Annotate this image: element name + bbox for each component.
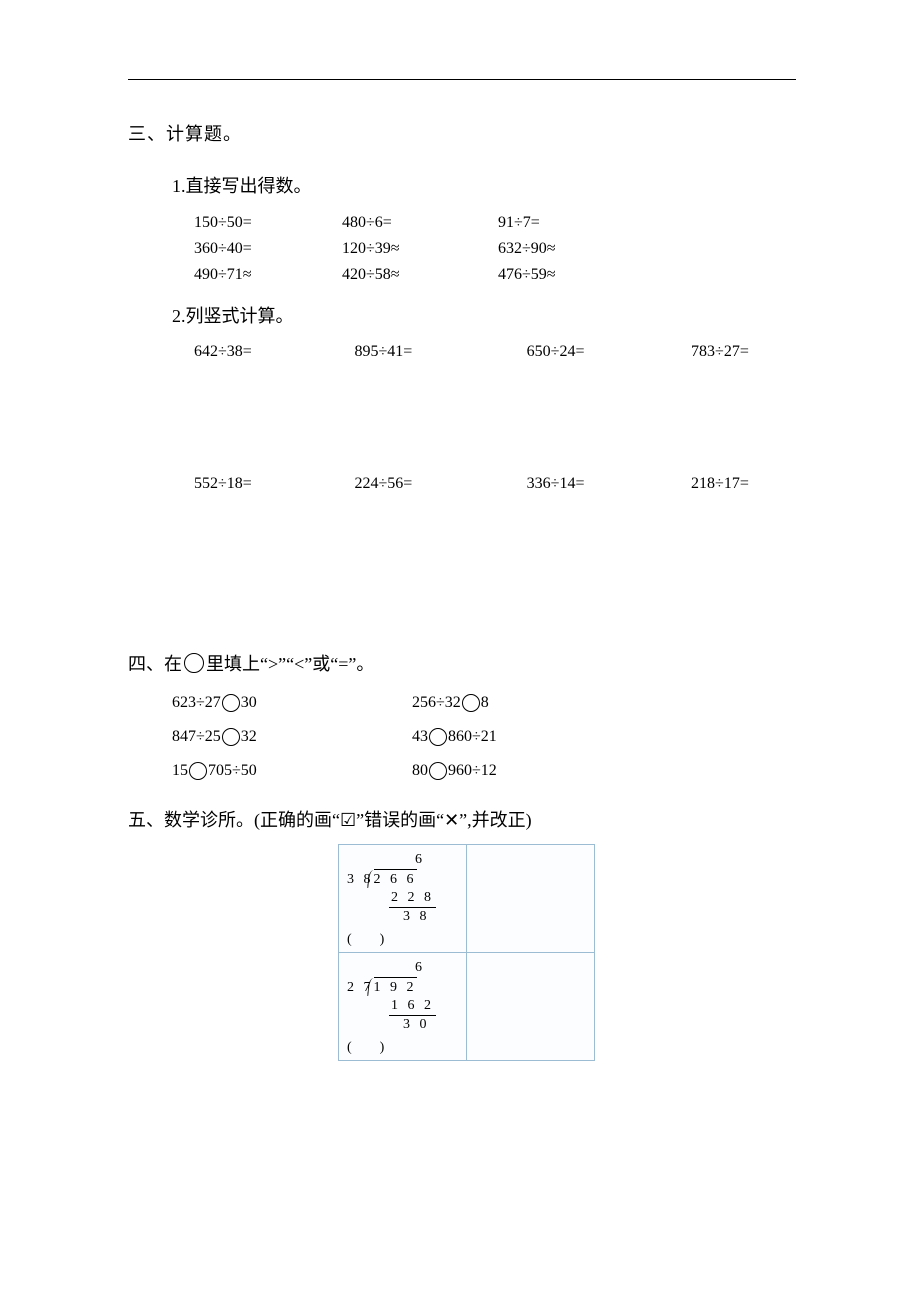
problem: 336÷14= [527, 472, 691, 496]
answer-paren: ( ) [347, 928, 458, 948]
quotient: 6 [415, 851, 458, 869]
section5-title: 五、数学诊所。(正确的画“☑”错误的画“✕”,并改正) [128, 806, 828, 832]
right: 960÷12 [448, 754, 497, 788]
dividend: 2 6 6 [374, 869, 417, 889]
table-row: 6 2 71 9 2 1 6 2 3 0 ( ) [339, 953, 595, 1061]
long-division: 6 2 71 9 2 1 6 2 3 0 [347, 959, 458, 1034]
long-division: 6 3 82 6 6 2 2 8 3 8 [347, 851, 458, 926]
row: 150÷50= 480÷6= 91÷7= [194, 210, 828, 236]
problem: 120÷39≈ [342, 236, 498, 262]
answer-paren: ( ) [347, 1036, 458, 1056]
left: 847÷25 [172, 720, 221, 754]
section4: 四、在 里填上“>”“<”或“=”。 623÷27 30 256÷32 8 8 [128, 650, 828, 788]
circle-icon [189, 762, 207, 780]
circle-icon [222, 728, 240, 746]
row: 360÷40= 120÷39≈ 632÷90≈ [194, 236, 828, 262]
row: 642÷38= 895÷41= 650÷24= 783÷27= [194, 340, 828, 364]
compare-item: 80 960÷12 [412, 754, 652, 788]
row: 490÷71≈ 420÷58≈ 476÷59≈ [194, 262, 828, 288]
correction-cell [467, 953, 595, 1061]
right: 860÷21 [448, 720, 497, 754]
correction-cell [467, 845, 595, 953]
problem: 218÷17= [691, 472, 828, 496]
dividend: 1 9 2 [374, 977, 417, 997]
mental-math-grid: 150÷50= 480÷6= 91÷7= 360÷40= 120÷39≈ 632… [194, 210, 828, 288]
problem: 783÷27= [691, 340, 828, 364]
problem: 642÷38= [194, 340, 354, 364]
problem: 480÷6= [342, 210, 498, 236]
problem: 650÷24= [527, 340, 691, 364]
problem: 490÷71≈ [194, 262, 342, 288]
right: 32 [241, 720, 257, 754]
diagnosis-table: 6 3 82 6 6 2 2 8 3 8 ( ) 6 2 71 9 2 [338, 844, 595, 1061]
table-row: 6 3 82 6 6 2 2 8 3 8 ( ) [339, 845, 595, 953]
section3-title: 三、计算题。 [128, 120, 828, 146]
compare-item: 256÷32 8 [412, 686, 652, 720]
problem: 895÷41= [354, 340, 526, 364]
left: 15 [172, 754, 188, 788]
workspace-gap [194, 364, 828, 472]
right: 30 [241, 686, 257, 720]
row: 552÷18= 224÷56= 336÷14= 218÷17= [194, 472, 828, 496]
remainder: 3 0 [403, 1016, 458, 1034]
circle-icon [222, 694, 240, 712]
problem: 360÷40= [194, 236, 342, 262]
subtrahend: 2 2 8 [389, 889, 436, 908]
row: 15 705÷50 80 960÷12 [172, 754, 828, 788]
circle-icon [429, 762, 447, 780]
problem: 552÷18= [194, 472, 354, 496]
right: 8 [481, 686, 489, 720]
circle-icon [184, 653, 204, 673]
long-division-cell: 6 3 82 6 6 2 2 8 3 8 ( ) [339, 845, 467, 953]
problem: 476÷59≈ [498, 262, 648, 288]
circle-icon [429, 728, 447, 746]
workspace-gap [194, 496, 828, 632]
compare-item: 623÷27 30 [172, 686, 412, 720]
section3-sub1-title: 1.直接写出得数。 [172, 172, 828, 198]
problem: 632÷90≈ [498, 236, 648, 262]
vertical-calc-grid: 642÷38= 895÷41= 650÷24= 783÷27= 552÷18= … [194, 340, 828, 632]
remainder: 3 8 [403, 908, 458, 926]
row: 847÷25 32 43 860÷21 [172, 720, 828, 754]
quotient: 6 [415, 959, 458, 977]
subtrahend: 1 6 2 [389, 997, 436, 1016]
compare-item: 15 705÷50 [172, 754, 412, 788]
left: 43 [412, 720, 428, 754]
title-suffix: 里填上“>”“<”或“=”。 [206, 650, 374, 676]
row: 623÷27 30 256÷32 8 [172, 686, 828, 720]
circle-icon [462, 694, 480, 712]
worksheet-content: 三、计算题。 1.直接写出得数。 150÷50= 480÷6= 91÷7= 36… [128, 120, 828, 1061]
section4-title: 四、在 里填上“>”“<”或“=”。 [128, 650, 828, 676]
problem: 91÷7= [498, 210, 648, 236]
left: 80 [412, 754, 428, 788]
left: 256÷32 [412, 686, 461, 720]
compare-item: 847÷25 32 [172, 720, 412, 754]
compare-item: 43 860÷21 [412, 720, 652, 754]
section3-sub2-title: 2.列竖式计算。 [172, 302, 828, 328]
problem: 224÷56= [354, 472, 526, 496]
long-division-cell: 6 2 71 9 2 1 6 2 3 0 ( ) [339, 953, 467, 1061]
title-prefix: 四、在 [128, 650, 182, 676]
problem: 420÷58≈ [342, 262, 498, 288]
right: 705÷50 [208, 754, 257, 788]
compare-grid: 623÷27 30 256÷32 8 847÷25 32 43 [172, 686, 828, 788]
top-rule [128, 79, 796, 80]
left: 623÷27 [172, 686, 221, 720]
problem: 150÷50= [194, 210, 342, 236]
